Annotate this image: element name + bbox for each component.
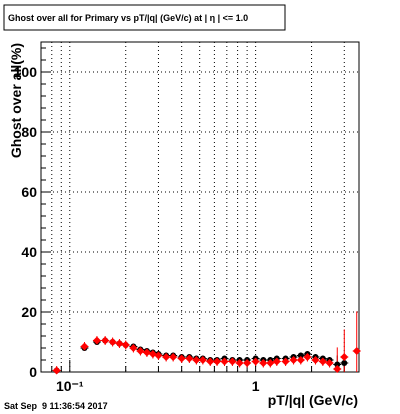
data-point-red bbox=[92, 336, 101, 345]
tick-labels: 0 20 40 60 80 100 10⁻¹ 1 bbox=[14, 64, 260, 394]
data-point-red bbox=[272, 357, 281, 366]
data-point-red bbox=[266, 359, 275, 367]
data-point-red bbox=[198, 356, 207, 364]
data-point-red bbox=[129, 344, 138, 352]
data-point-red bbox=[259, 359, 268, 367]
data-point-red bbox=[206, 357, 215, 366]
timestamp-footer: Sat Sep 9 11:36:54 2017 bbox=[4, 401, 108, 411]
x-tick-label: 1 bbox=[252, 378, 260, 394]
data-point-red bbox=[311, 356, 320, 364]
y-tick-label: 20 bbox=[21, 304, 37, 320]
data-point-red bbox=[192, 356, 201, 364]
data-point-black bbox=[334, 361, 341, 368]
y-tick-label: 0 bbox=[29, 364, 37, 380]
data-point-red bbox=[185, 354, 194, 363]
x-axis-title: pT/|q| (GeV/c) bbox=[268, 392, 358, 408]
data-point-red bbox=[333, 365, 342, 373]
data-point-red bbox=[303, 353, 312, 361]
axis-ticks bbox=[40, 47, 345, 373]
data-point-red bbox=[108, 338, 117, 346]
y-tick-label: 80 bbox=[21, 124, 37, 140]
data-point-red bbox=[148, 350, 157, 358]
y-tick-label: 60 bbox=[21, 184, 37, 200]
y-axis-title: Ghost over all(%) bbox=[8, 43, 24, 158]
data-point-red bbox=[228, 357, 237, 366]
data-point-red bbox=[296, 356, 305, 364]
data-point-red bbox=[340, 353, 349, 361]
y-tick-label: 40 bbox=[21, 244, 37, 260]
data-series bbox=[52, 336, 361, 375]
data-point-red bbox=[235, 359, 244, 367]
data-point-red bbox=[142, 348, 151, 357]
data-point-red bbox=[121, 341, 130, 349]
x-tick-label: 10⁻¹ bbox=[56, 378, 84, 394]
data-point-red bbox=[162, 353, 171, 361]
data-point-red bbox=[80, 342, 89, 351]
y-tick-label: 100 bbox=[14, 64, 38, 80]
data-point-red bbox=[289, 356, 298, 364]
data-point-red bbox=[154, 351, 163, 360]
data-point-red bbox=[177, 354, 186, 363]
grid-lines bbox=[40, 42, 359, 372]
data-point-black bbox=[341, 360, 348, 366]
data-point-red bbox=[243, 359, 252, 367]
data-point-red bbox=[352, 347, 361, 355]
data-point-red bbox=[169, 353, 178, 361]
data-point-red bbox=[220, 357, 229, 366]
title-box bbox=[3, 4, 286, 31]
data-point-black bbox=[297, 352, 304, 359]
data-point-red bbox=[251, 357, 260, 366]
data-point-red bbox=[281, 357, 290, 366]
data-point-red bbox=[318, 357, 327, 366]
data-point-red bbox=[52, 366, 61, 375]
chart-title: Ghost over all for Primary vs pT/|q| (Ge… bbox=[8, 13, 248, 23]
data-point-red bbox=[101, 336, 110, 345]
data-point-red bbox=[115, 339, 124, 348]
data-point-red bbox=[213, 357, 222, 366]
data-point-red bbox=[325, 359, 334, 367]
data-point-red bbox=[136, 347, 145, 355]
